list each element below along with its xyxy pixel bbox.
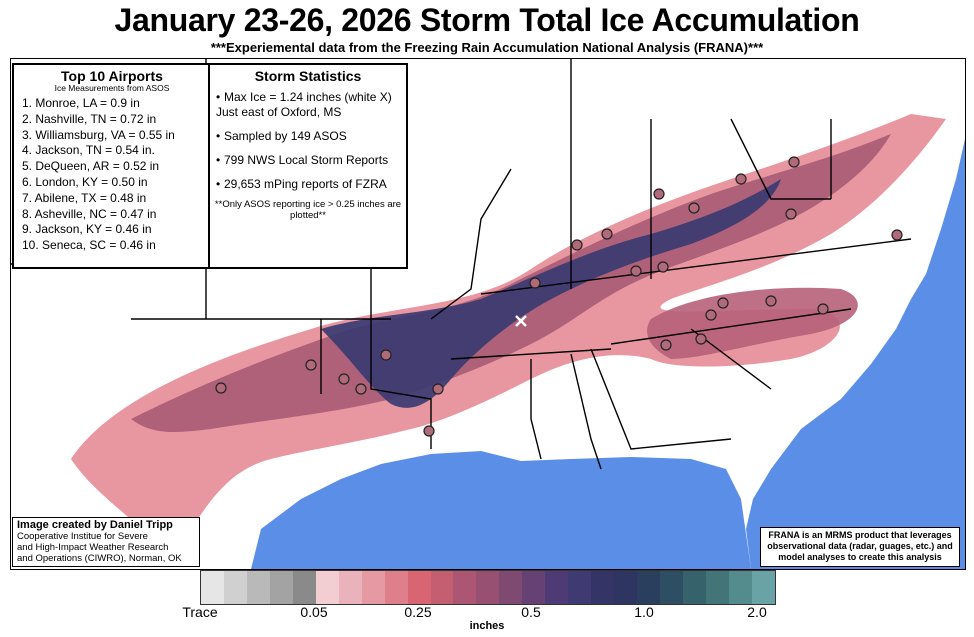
stats-note: **Only ASOS reporting ice > 0.25 inches … — [214, 199, 402, 221]
colorbar-swatch — [201, 571, 224, 604]
colorbar-swatch — [751, 571, 775, 604]
colorbar-swatch — [315, 571, 339, 604]
ocean-gulf — [251, 451, 751, 569]
colorbar-swatch — [499, 571, 523, 604]
colorbar-swatch — [614, 571, 638, 604]
airport-item: 10. Seneca, SC = 0.46 in — [22, 238, 156, 253]
credit-line: and High-Impact Weather Research — [17, 542, 169, 553]
colorbar-unit: inches — [469, 620, 505, 632]
stats-item: • Max Ice = 1.24 inches (white X) Just ea… — [216, 90, 392, 119]
credit-author: Image created by Daniel Tripp — [17, 519, 173, 531]
colorbar-swatch — [683, 571, 706, 604]
airport-item: 2. Nashville, TN = 0.72 in — [22, 111, 157, 126]
colorbar-swatch — [223, 571, 247, 604]
airport-item: 7. Abilene, TX = 0.48 in — [22, 190, 147, 205]
asos-stations — [215, 156, 903, 437]
colorbar-swatch — [660, 571, 684, 604]
frana-note-box: FRANA is an MRMS product that leverages … — [760, 527, 960, 567]
airports-list: 1. Monroe, LA = 0.9 in 2. Nashville, TN … — [14, 96, 210, 254]
colorbar-swatch — [269, 571, 293, 604]
colorbar-swatch — [705, 571, 729, 604]
colorbar-swatch — [292, 571, 316, 604]
frana-note: FRANA is an MRMS product that leverages … — [767, 530, 953, 562]
colorbar-tick: 0.5 — [521, 604, 541, 620]
airport-item: 9. Jackson, KY = 0.46 in — [22, 222, 152, 237]
colorbar-swatch — [338, 571, 362, 604]
colorbar-swatch — [728, 571, 752, 604]
stats-item-text: Sampled by 149 ASOS — [224, 129, 347, 143]
colorbar-swatch — [522, 571, 546, 604]
credit-box: Image created by Daniel Tripp Cooperativ… — [12, 517, 200, 567]
stats-heading: Storm Statistics — [254, 68, 362, 84]
ice-colorbar — [200, 570, 776, 605]
airport-item: 8. Asheville, NC = 0.47 in — [22, 206, 157, 221]
colorbar-swatch — [430, 571, 454, 604]
ocean-atlantic — [746, 59, 965, 569]
stats-item-text: 799 NWS Local Storm Reports — [224, 153, 389, 167]
airports-subheading: Ice Measurements from ASOS — [54, 83, 170, 93]
colorbar-swatch — [476, 571, 500, 604]
colorbar-swatch — [568, 571, 592, 604]
colorbar-swatch — [384, 571, 408, 604]
airport-item: 3. Williamsburg, VA = 0.55 in — [22, 127, 175, 142]
colorbar-swatch — [591, 571, 615, 604]
airport-item: 5. DeQueen, AR = 0.52 in — [22, 159, 160, 174]
credit-line: Cooperative Institue for Severe — [17, 531, 148, 542]
colorbar-tick: 0.05 — [300, 604, 328, 620]
ice-swath-heavy — [321, 179, 781, 408]
stats-item: • 29,653 mPing reports of FZRA — [216, 177, 387, 191]
colorbar-swatch — [246, 571, 270, 604]
max-ice-marker — [515, 315, 527, 327]
colorbar-tick: 2.0 — [747, 604, 767, 620]
stats-item: • 799 NWS Local Storm Reports — [216, 153, 389, 167]
top-airports-panel: Top 10 Airports Ice Measurements from AS… — [12, 63, 212, 269]
airport-item: 6. London, KY = 0.50 in — [22, 174, 148, 189]
airport-item: 4. Jackson, TN = 0.54 in. — [22, 143, 155, 158]
colorbar-swatch — [453, 571, 477, 604]
stats-item-text: Max Ice = 1.24 inches (white X) Just eas… — [216, 90, 392, 119]
colorbar-tick: Trace — [182, 604, 218, 620]
stats-item-text: 29,653 mPing reports of FZRA — [224, 177, 387, 191]
colorbar-swatch — [407, 571, 431, 604]
colorbar-swatch — [361, 571, 385, 604]
credit-line: and Operations (CIWRO), Norman, OK — [17, 553, 182, 564]
colorbar-tick: 1.0 — [634, 604, 654, 620]
colorbar-swatch — [637, 571, 661, 604]
colorbar-swatch — [545, 571, 569, 604]
storm-statistics-panel: Storm Statistics • Max Ice = 1.24 inches … — [208, 63, 408, 269]
map-title: January 23-26, 2026 Storm Total Ice Accu… — [114, 2, 860, 38]
airport-item: 1. Monroe, LA = 0.9 in — [22, 96, 140, 110]
stats-item: • Sampled by 149 ASOS — [216, 129, 347, 143]
airports-heading: Top 10 Airports — [61, 68, 163, 84]
map-subtitle: ***Experiemental data from the Freezing … — [210, 40, 764, 55]
colorbar-tick: 0.25 — [404, 604, 432, 620]
